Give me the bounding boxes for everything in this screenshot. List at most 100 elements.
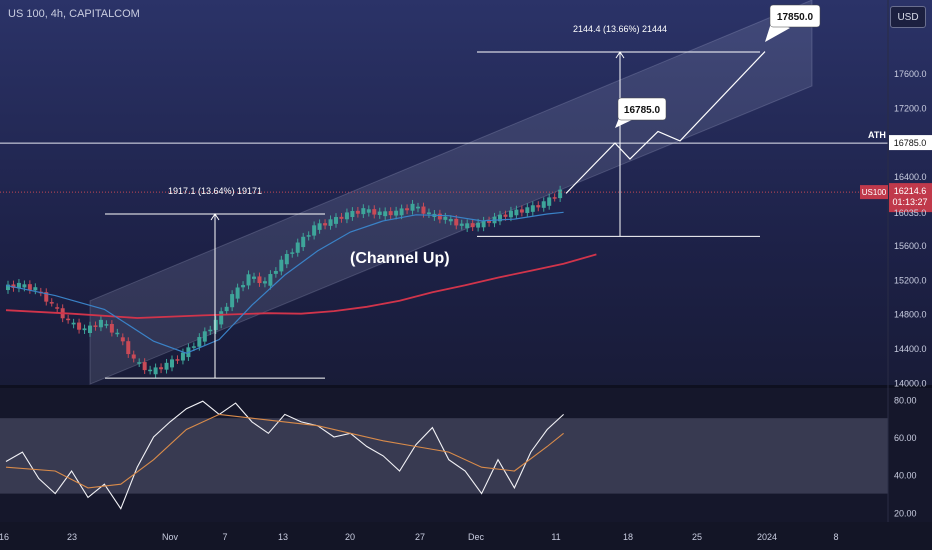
rsi-line <box>5 400 564 510</box>
candle <box>115 332 120 335</box>
symbol-price-tag <box>860 185 888 200</box>
candle <box>443 216 448 220</box>
measure-1-label: 1917.1 (13.64%) 19171 <box>168 186 262 196</box>
time-tick-label: 27 <box>415 532 425 542</box>
candle <box>323 223 328 226</box>
candle <box>339 216 344 219</box>
price-tick-label: 16400.0 <box>894 172 927 182</box>
candle <box>410 203 415 211</box>
candle <box>421 206 426 214</box>
ma-blue-line <box>5 211 564 354</box>
candle <box>104 324 109 326</box>
candle <box>241 285 246 288</box>
candle <box>481 220 486 228</box>
ath-axis-tag <box>889 135 932 151</box>
channel-label: (Channel Up) <box>350 250 450 267</box>
candle <box>465 223 470 229</box>
panel-separator <box>0 385 932 388</box>
candle <box>98 319 103 328</box>
price-tick-label: 14800.0 <box>894 310 927 320</box>
candle <box>148 369 153 372</box>
candle <box>208 329 213 332</box>
time-tick-label: 16 <box>0 532 9 542</box>
candle <box>49 302 54 304</box>
time-tick-label: 20 <box>345 532 355 542</box>
candle <box>498 214 502 222</box>
candle <box>514 209 519 216</box>
target-1-box <box>617 97 667 121</box>
candle <box>306 235 311 237</box>
projection-path <box>565 51 766 194</box>
candle <box>142 362 147 371</box>
candle <box>27 284 32 290</box>
candle <box>82 328 87 331</box>
candle <box>416 206 420 209</box>
rsi-tick-label: 60.00 <box>894 433 917 443</box>
price-tick-label: 15200.0 <box>894 275 927 285</box>
ma-red-line <box>5 253 597 319</box>
candle <box>437 213 442 220</box>
candle <box>224 306 229 312</box>
target-2-box <box>769 4 821 28</box>
candle <box>170 359 174 368</box>
candle <box>164 362 169 370</box>
candle <box>126 341 131 355</box>
time-tick-label: Nov <box>162 532 179 542</box>
candle <box>394 210 399 216</box>
candle <box>312 225 317 236</box>
candle <box>235 287 240 299</box>
candle <box>93 325 98 327</box>
time-tick-label: 8 <box>833 532 838 542</box>
ath-label: ATH <box>868 130 886 140</box>
candle <box>361 208 366 215</box>
candle <box>202 331 207 342</box>
candle <box>344 212 349 220</box>
candle <box>372 209 377 215</box>
candle <box>252 276 256 279</box>
candle <box>88 325 92 334</box>
candle <box>273 270 278 274</box>
candle <box>426 212 431 215</box>
candle <box>66 318 71 321</box>
current-price-value: 16214.6 <box>894 186 927 196</box>
measure-2-label: 2144.4 (13.66%) 21444 <box>573 24 667 34</box>
candle <box>197 337 202 347</box>
currency-button[interactable]: USD <box>890 6 926 28</box>
rsi-tick-label: 80.00 <box>894 395 917 405</box>
candle <box>388 211 393 216</box>
candle <box>175 359 180 361</box>
candle <box>448 219 453 222</box>
candle <box>366 209 371 213</box>
candle <box>22 284 27 288</box>
target-1-label: 16785.0 <box>624 105 661 116</box>
countdown-value: 01:13:27 <box>892 197 927 207</box>
symbol-title: US 100, 4h, CAPITALCOM <box>8 8 140 20</box>
candle <box>137 362 142 364</box>
time-tick-label: 25 <box>692 532 702 542</box>
candle <box>44 292 49 302</box>
time-tick-label: 13 <box>278 532 288 542</box>
candle <box>530 205 535 212</box>
candle <box>180 352 185 361</box>
time-tick-label: 23 <box>67 532 77 542</box>
time-tick-label: 11 <box>551 532 560 542</box>
measure-2-arrow <box>615 51 625 59</box>
candle <box>525 207 530 213</box>
candle <box>503 214 508 217</box>
candle <box>290 252 295 254</box>
candle <box>11 284 16 288</box>
candle <box>350 211 355 217</box>
candle <box>536 205 541 208</box>
candle <box>16 282 21 289</box>
candle <box>131 354 136 359</box>
price-tick-label: 17200.0 <box>894 103 927 113</box>
candle <box>295 242 300 253</box>
candle <box>541 201 546 208</box>
candle <box>301 236 306 248</box>
candle <box>405 208 410 211</box>
price-tick-label: 14000.0 <box>894 378 927 388</box>
candle <box>246 274 251 286</box>
candle <box>219 311 224 325</box>
candle <box>459 223 464 226</box>
